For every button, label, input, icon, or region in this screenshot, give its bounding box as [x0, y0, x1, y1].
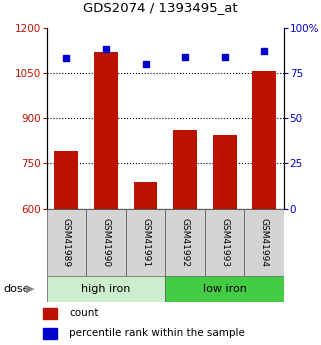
- Bar: [165, 276, 284, 302]
- Text: ▶: ▶: [26, 284, 35, 294]
- Bar: [43, 327, 57, 339]
- Bar: [55, 151, 78, 209]
- Text: GSM41992: GSM41992: [181, 218, 190, 267]
- Bar: [43, 308, 57, 319]
- Text: percentile rank within the sample: percentile rank within the sample: [69, 328, 245, 338]
- Bar: [47, 209, 86, 276]
- Text: count: count: [69, 308, 99, 318]
- Bar: [47, 276, 165, 302]
- Text: GDS2074 / 1393495_at: GDS2074 / 1393495_at: [83, 1, 238, 14]
- Text: low iron: low iron: [203, 284, 247, 294]
- Bar: [126, 209, 165, 276]
- Text: high iron: high iron: [81, 284, 131, 294]
- Text: GSM41991: GSM41991: [141, 218, 150, 267]
- Text: GSM41990: GSM41990: [101, 218, 110, 267]
- Bar: [134, 181, 157, 209]
- Bar: [165, 209, 205, 276]
- Text: dose: dose: [3, 284, 30, 294]
- Text: GSM41989: GSM41989: [62, 218, 71, 267]
- Text: GSM41993: GSM41993: [220, 218, 229, 267]
- Bar: [245, 209, 284, 276]
- Bar: [252, 71, 276, 209]
- Bar: [213, 135, 237, 209]
- Bar: [86, 209, 126, 276]
- Bar: [94, 52, 118, 209]
- Bar: [205, 209, 245, 276]
- Text: GSM41994: GSM41994: [260, 218, 269, 267]
- Bar: [173, 130, 197, 209]
